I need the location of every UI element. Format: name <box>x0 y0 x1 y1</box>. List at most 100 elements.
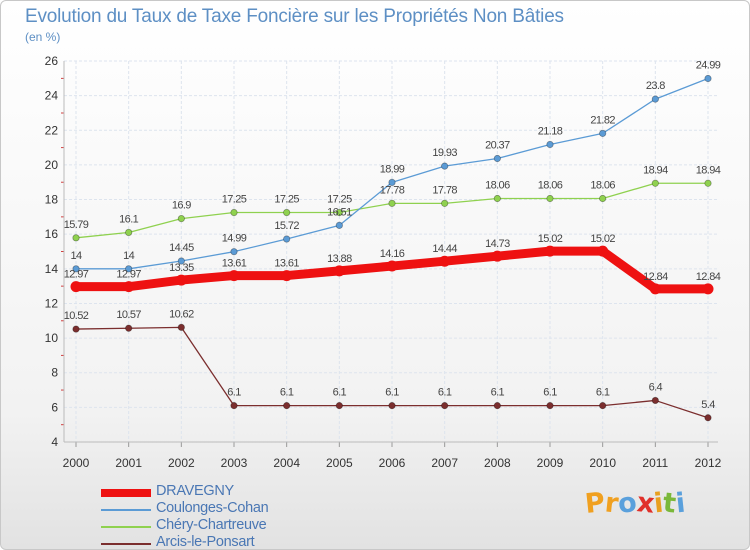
data-point <box>599 194 607 203</box>
data-point <box>230 402 238 410</box>
x-tick-label: 2006 <box>379 456 406 470</box>
y-tick-label: 8 <box>51 366 58 380</box>
x-tick-label: 2007 <box>431 456 458 470</box>
data-point <box>651 396 659 405</box>
data-label: 12.97 <box>116 269 141 281</box>
data-label: 13.35 <box>169 262 194 274</box>
data-label: 14.99 <box>222 233 247 245</box>
data-label: 13.61 <box>274 258 299 270</box>
data-point <box>177 214 185 223</box>
data-point <box>283 208 291 217</box>
data-label: 24.99 <box>696 59 721 71</box>
data-label: 17.25 <box>274 194 299 206</box>
chart-title: Evolution du Taux de Taxe Foncière sur l… <box>25 6 564 27</box>
data-point <box>72 265 80 273</box>
x-tick-label: 2004 <box>273 456 300 470</box>
data-point <box>546 140 554 149</box>
data-point <box>283 402 291 410</box>
legend-item: Arcis-le-Ponsart <box>101 534 331 550</box>
y-tick-label: 6 <box>51 400 58 414</box>
x-tick-label: 2009 <box>537 456 564 470</box>
y-tick-label: 18 <box>45 193 59 207</box>
data-point <box>599 129 607 137</box>
data-point <box>649 283 661 295</box>
data-point <box>72 325 80 333</box>
data-label: 17.78 <box>380 184 405 196</box>
data-point <box>493 402 501 410</box>
data-point <box>230 248 238 256</box>
data-label: 13.88 <box>327 253 352 265</box>
data-label: 16.51 <box>327 206 352 218</box>
data-label: 18.99 <box>380 163 405 175</box>
y-tick-label: 4 <box>51 435 58 449</box>
data-point <box>597 245 609 257</box>
data-point <box>599 402 607 410</box>
x-tick-label: 2003 <box>221 456 248 470</box>
data-label: 15.72 <box>274 220 299 232</box>
x-tick-label: 2012 <box>695 456 722 470</box>
y-tick-label: 16 <box>45 227 59 241</box>
data-point <box>388 402 396 410</box>
data-label: 6.1 <box>491 387 505 399</box>
data-label: 23.8 <box>646 80 665 92</box>
y-tick-label: 20 <box>45 158 59 172</box>
unit-label: (en %) <box>25 30 61 44</box>
x-tick-label: 2005 <box>326 456 353 470</box>
data-label: 18.06 <box>538 180 563 192</box>
data-point <box>441 199 449 207</box>
data-point <box>70 281 82 293</box>
data-label: 16.9 <box>172 200 191 212</box>
data-label: 6.4 <box>649 381 663 393</box>
data-point <box>651 179 659 187</box>
data-label: 18.94 <box>696 164 721 176</box>
legend-label: Arcis-le-Ponsart <box>156 534 255 550</box>
data-point <box>388 199 396 207</box>
data-label: 14.44 <box>432 243 457 255</box>
data-point <box>493 194 501 203</box>
data-label: 15.79 <box>64 219 89 231</box>
data-label: 15.02 <box>538 233 563 245</box>
data-point <box>72 234 80 242</box>
data-label: 19.93 <box>432 147 457 159</box>
data-label: 18.06 <box>485 180 510 192</box>
data-label: 14.45 <box>169 242 194 254</box>
data-label: 17.25 <box>222 194 247 206</box>
data-label: 12.97 <box>64 269 89 281</box>
data-point <box>386 260 398 272</box>
legend-swatch <box>101 489 151 497</box>
legend-swatch <box>101 543 151 545</box>
x-tick-label: 2002 <box>168 456 195 470</box>
legend-label: Coulonges-Cohan <box>156 500 269 516</box>
data-label: 12.84 <box>643 271 668 283</box>
data-point <box>546 194 554 203</box>
x-tick-label: 2001 <box>115 456 142 470</box>
data-label: 21.18 <box>538 125 563 137</box>
data-label: 16.1 <box>119 213 138 225</box>
data-point <box>439 255 451 267</box>
data-point <box>335 402 343 410</box>
data-point <box>491 250 503 262</box>
data-label: 6.1 <box>333 387 347 399</box>
legend-swatch <box>101 509 151 511</box>
data-point <box>388 178 396 187</box>
data-label: 6.1 <box>280 387 294 399</box>
data-point <box>123 281 135 293</box>
legend-label: DRAVEGNY <box>156 483 234 499</box>
series-lines <box>70 74 714 422</box>
data-point <box>125 265 133 273</box>
brand-logo: Proxiti <box>583 487 687 520</box>
data-point <box>283 235 291 243</box>
data-label: 6.1 <box>438 387 452 399</box>
data-label: 6.1 <box>596 387 610 399</box>
data-label: 18.06 <box>590 180 615 192</box>
data-point <box>651 95 659 103</box>
axes: 4 6 8 10 12 14 16 18 20 22 24 26 2000 2001 2002 2003 200… <box>45 54 722 470</box>
data-point <box>230 208 238 217</box>
x-tick-label: 2008 <box>484 456 511 470</box>
x-tick-label: 2011 <box>642 456 668 470</box>
data-label: 14 <box>70 250 82 262</box>
data-point <box>441 402 449 410</box>
data-point <box>704 414 712 422</box>
